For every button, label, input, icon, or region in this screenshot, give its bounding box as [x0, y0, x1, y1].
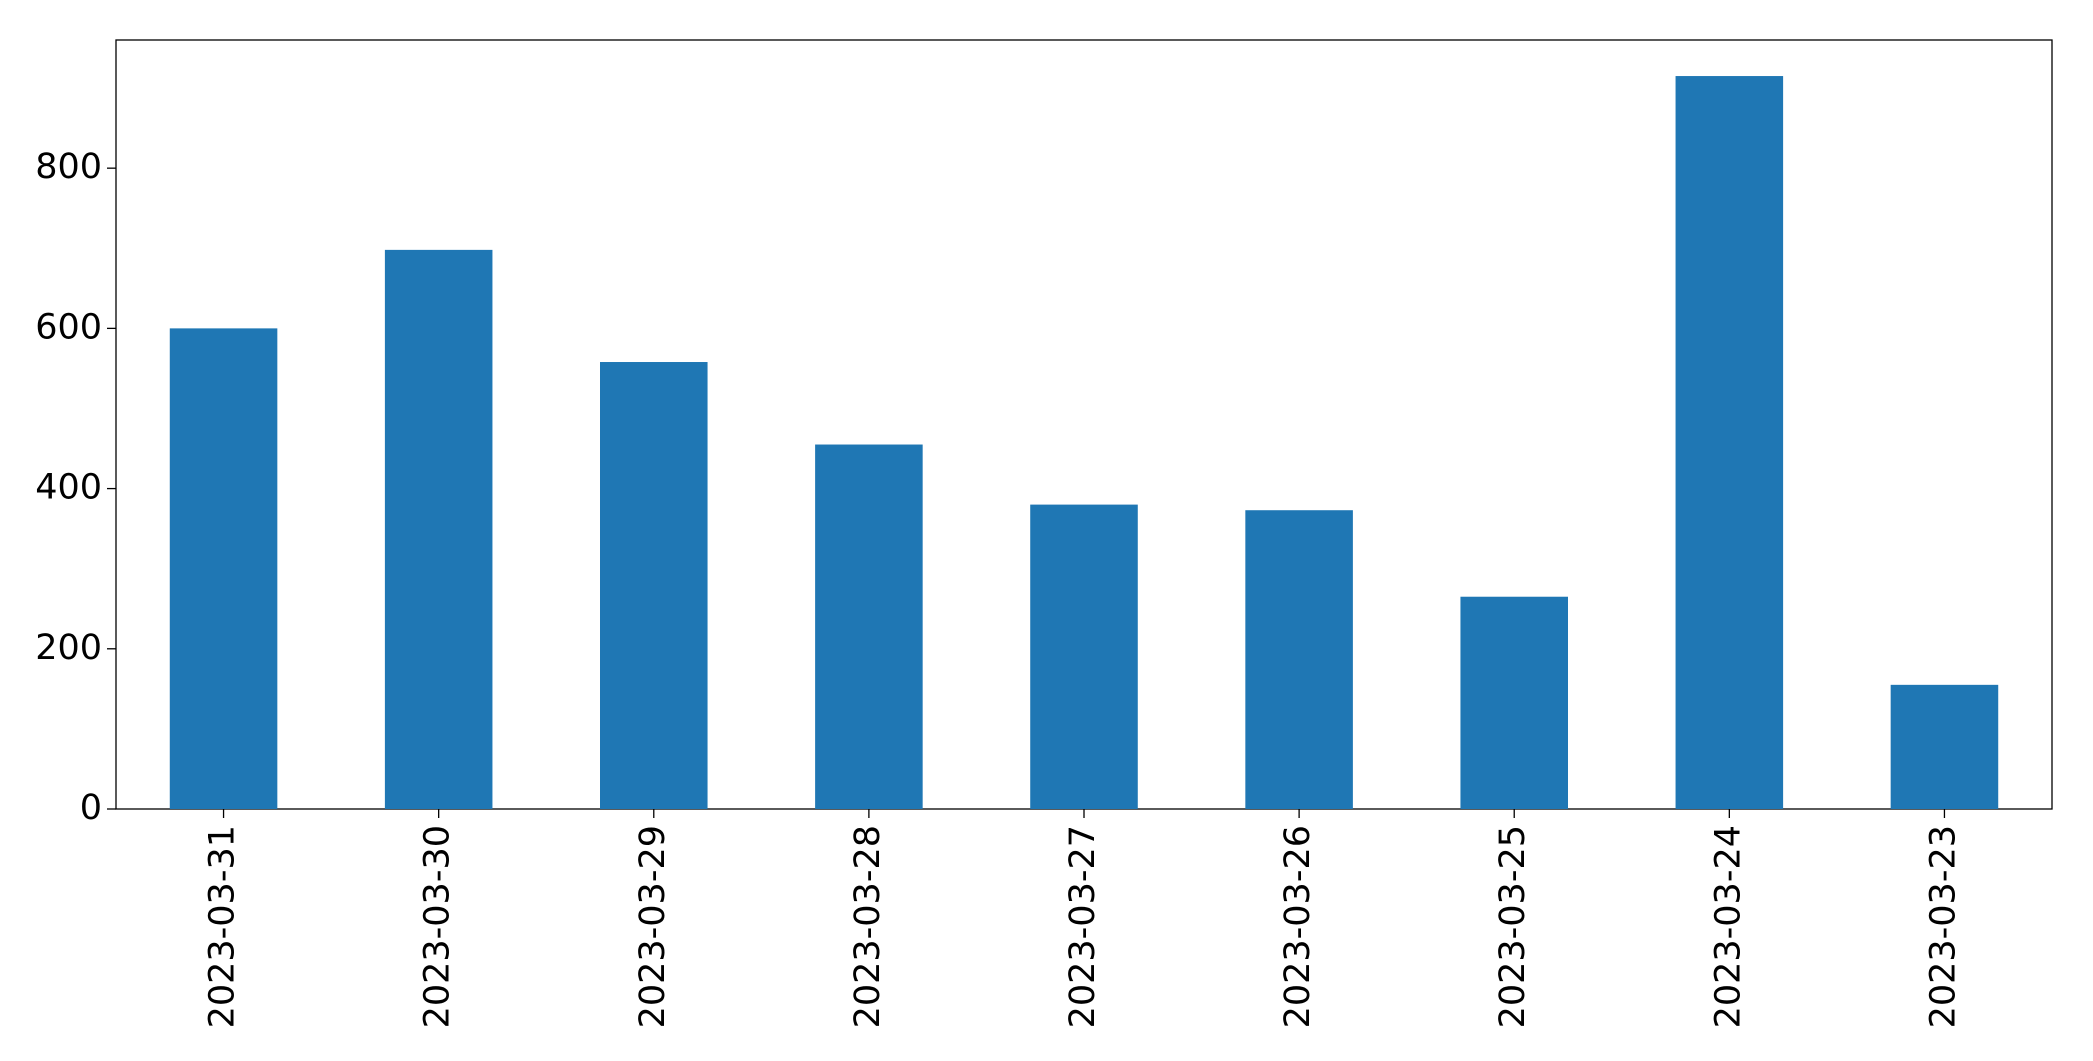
bar [384, 249, 493, 809]
bar [1675, 76, 1784, 809]
bar [1030, 504, 1138, 809]
y-tick-label: 800 [35, 147, 102, 187]
x-tick-label: 2023-03-30 [418, 825, 458, 1028]
x-tick-label: 2023-03-25 [1493, 825, 1533, 1028]
y-tick-label: 200 [35, 628, 102, 668]
x-tick-label: 2023-03-31 [203, 825, 243, 1028]
x-tick-label: 2023-03-27 [1063, 825, 1103, 1028]
x-tick-label: 2023-03-26 [1278, 825, 1318, 1028]
bar [815, 444, 923, 809]
bar [600, 362, 708, 809]
y-tick-label: 600 [35, 307, 102, 347]
bar [169, 328, 278, 809]
bar [1460, 596, 1568, 809]
y-tick-label: 0 [80, 788, 102, 828]
bar [1890, 684, 1999, 809]
x-tick-label: 2023-03-29 [633, 825, 673, 1028]
bar [1245, 510, 1353, 809]
x-tick-label: 2023-03-23 [1923, 825, 1963, 1028]
x-tick-label: 2023-03-24 [1708, 825, 1748, 1028]
y-tick-label: 400 [35, 468, 102, 508]
x-tick-label: 2023-03-28 [848, 825, 888, 1028]
